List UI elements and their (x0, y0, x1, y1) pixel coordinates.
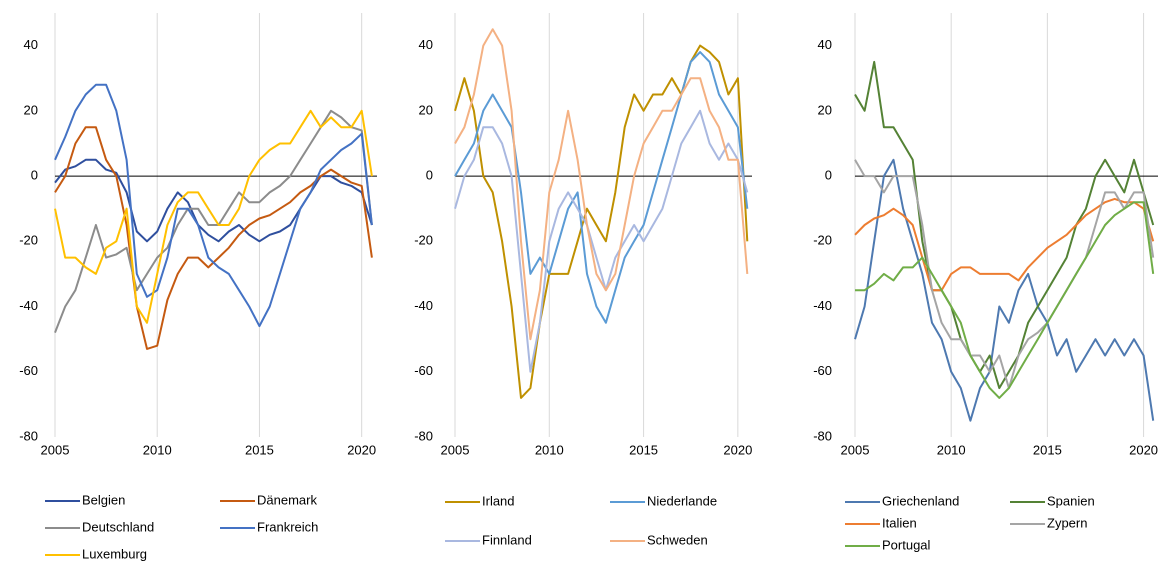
y-tick-label: 0 (426, 168, 433, 183)
y-tick-label: -60 (414, 363, 433, 378)
series-line (54, 109, 373, 324)
legend-label: Zypern (1047, 515, 1087, 530)
x-tick-label: 2005 (441, 442, 470, 457)
y-tick-label: 40 (818, 37, 832, 52)
x-tick-label: 2005 (41, 442, 70, 457)
panel: 2005 2010 2015 2020 -80 -60 -40 -20 0 20 40 Irland N… (414, 13, 752, 547)
x-tick-label: 2015 (245, 442, 274, 457)
x-tick-label: 2010 (143, 442, 172, 457)
y-tick-label: 40 (24, 37, 38, 52)
y-tick-label: 40 (419, 37, 433, 52)
series-line (54, 109, 373, 333)
series-line (454, 28, 749, 341)
y-tick-label: -20 (19, 233, 38, 248)
legend-label: Italien (882, 515, 917, 530)
y-tick-label: 20 (419, 102, 433, 117)
series-line (54, 83, 373, 328)
series-line (454, 109, 749, 373)
legend-label: Finnland (482, 532, 532, 547)
x-tick-label: 2005 (841, 442, 870, 457)
x-tick-label: 2020 (347, 442, 376, 457)
legend-label: Irland (482, 493, 515, 508)
y-tick-label: -80 (414, 428, 433, 443)
x-tick-label: 2020 (1129, 442, 1158, 457)
legend-label: Deutschland (82, 519, 154, 534)
legend-label: Griechenland (882, 493, 959, 508)
legend-label: Dänemark (257, 492, 317, 507)
panel: 2005 2010 2015 2020 -80 -60 -40 -20 0 20 40 Belgien… (19, 13, 377, 561)
x-tick-label: 2010 (535, 442, 564, 457)
y-tick-label: -40 (813, 298, 832, 313)
series-line (454, 51, 749, 324)
legend-label: Portugal (882, 537, 931, 552)
series-line (54, 158, 373, 243)
y-tick-label: -20 (414, 233, 433, 248)
y-tick-label: -20 (813, 233, 832, 248)
series-line (854, 159, 1155, 390)
y-tick-label: -60 (813, 363, 832, 378)
series-line (454, 44, 749, 399)
y-tick-label: 0 (31, 168, 38, 183)
series-line (855, 201, 1155, 399)
y-tick-label: 20 (24, 102, 38, 117)
legend-label: Spanien (1047, 493, 1095, 508)
y-tick-label: -80 (813, 428, 832, 443)
series-line (854, 197, 1155, 292)
y-tick-label: 0 (825, 168, 832, 183)
x-tick-label: 2010 (937, 442, 966, 457)
legend-label: Belgien (82, 492, 125, 507)
y-tick-label: -80 (19, 428, 38, 443)
series-line (854, 60, 1155, 390)
series-line (854, 158, 1155, 422)
y-tick-label: -40 (414, 298, 433, 313)
legend-label: Luxemburg (82, 546, 147, 561)
x-tick-label: 2015 (1033, 442, 1062, 457)
y-tick-label: 20 (818, 102, 832, 117)
panel: 2005 2010 2015 2020 -80 -60 -40 -20 0 20 40 Grieche… (813, 13, 1158, 552)
legend-label: Niederlande (647, 493, 717, 508)
legend-label: Schweden (647, 532, 708, 547)
y-tick-label: -40 (19, 298, 38, 313)
legend-label: Frankreich (257, 519, 318, 534)
x-tick-label: 2015 (629, 442, 658, 457)
x-tick-label: 2020 (723, 442, 752, 457)
y-tick-label: -60 (19, 363, 38, 378)
